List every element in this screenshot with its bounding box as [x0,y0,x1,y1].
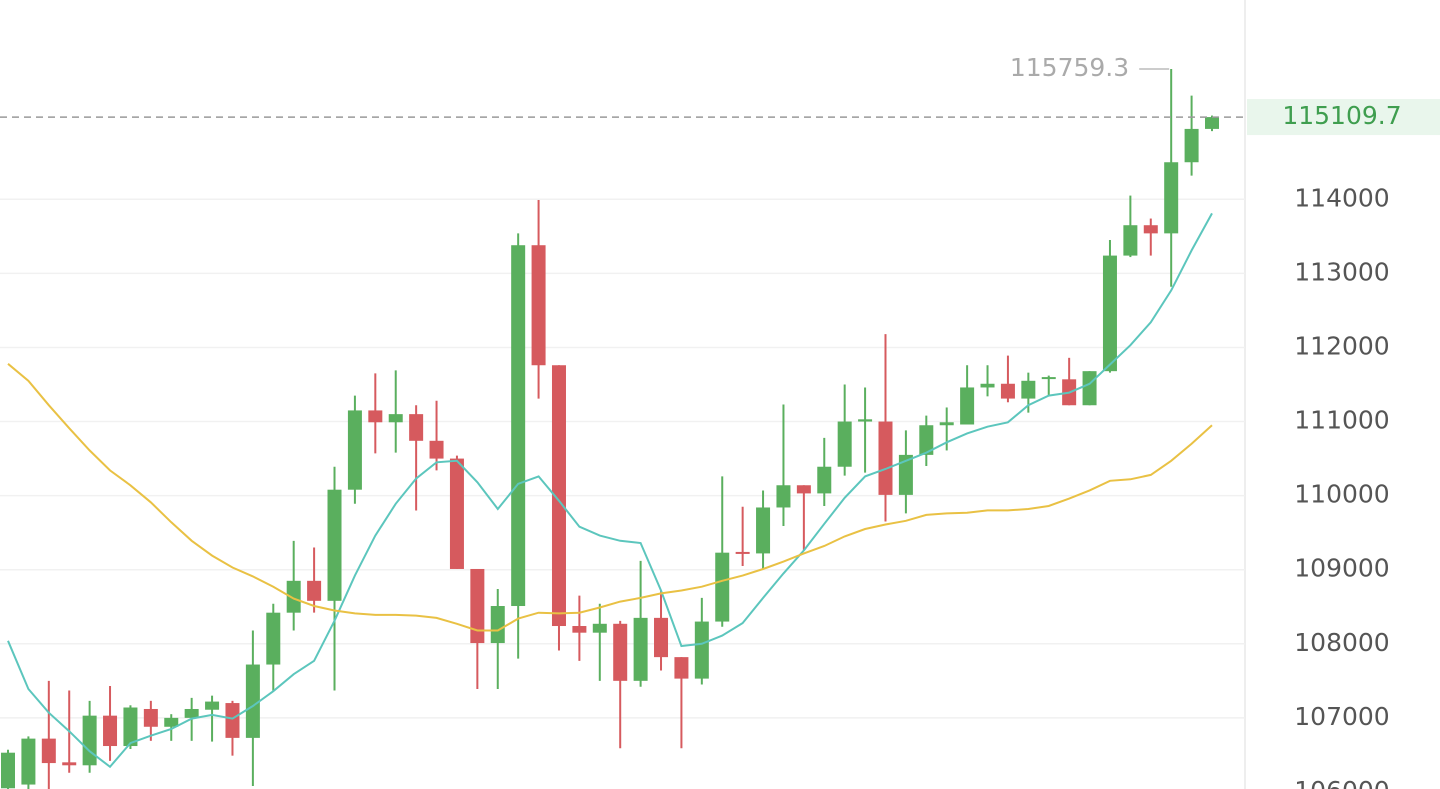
candle-body [429,440,444,459]
candle-body [735,551,750,554]
candle-body [531,245,546,366]
candle-body [715,552,730,622]
y-tick-label: 114000 [1294,183,1389,212]
candle-body [511,245,526,607]
y-tick-label: 110000 [1294,480,1389,509]
candle-body [592,623,607,633]
candle-body [1082,371,1097,406]
candle-body [41,738,56,764]
candle-body [898,454,913,495]
candle-body [1,752,15,789]
candle-body [21,738,36,785]
y-tick-label: 111000 [1294,406,1389,435]
candle-body [837,421,852,467]
candle-body [980,383,995,388]
candle-body [776,485,791,508]
candle-body [858,419,873,422]
last-price-bg [1247,99,1440,136]
candle-body [327,489,342,601]
candle-body [266,612,281,665]
y-tick-label: 113000 [1294,257,1389,286]
candle-body [490,606,505,644]
candle-body [572,626,587,633]
candle-body [654,617,669,658]
y-tick-label: 109000 [1294,554,1389,583]
candle-body [123,707,138,747]
y-tick-label: 112000 [1294,331,1389,360]
candle-body [307,580,322,601]
candle-body [388,414,403,423]
candle-body [1205,117,1219,129]
candle-body [796,485,811,494]
candle-body [1102,255,1117,372]
labels: 106000 107000 108000 109000 110000 111000 1120… [0,53,1440,789]
candle-body [1123,225,1138,256]
candle-body [347,410,362,490]
candle-body [878,421,893,495]
candle-body [919,425,934,455]
y-tick-label: 107000 [1294,702,1389,731]
candle-body [1143,225,1158,234]
candle-body [225,703,240,738]
candle-body [164,717,179,727]
candle-body [245,664,260,738]
grid [0,198,1245,719]
ma-line [7,212,1213,769]
y-tick-label: 106000 [1294,776,1389,789]
candle-body [1021,380,1036,399]
last-price-label: 115109.7 [1282,101,1401,130]
candle-body [960,387,975,425]
candle-body [1184,128,1199,163]
candle-body [286,580,301,613]
candle-body [633,617,648,681]
candle-body [449,458,464,569]
candle-body [551,365,566,627]
candle-body [184,708,199,718]
candle-body [409,414,424,441]
ma-line [7,363,1213,632]
y-tick-label: 108000 [1294,628,1389,657]
candle-body [674,657,689,679]
candle-body [82,715,97,766]
candle-body [368,410,383,423]
candle-body [62,762,77,766]
candle-body [694,621,709,679]
candle-body [756,507,771,554]
candle-body [613,623,628,681]
candle-body [939,422,954,426]
candle-body [470,568,485,644]
candle-body [1041,377,1056,380]
candle-body [1164,162,1179,234]
candle-body [103,715,118,747]
candle-body [1000,383,1015,399]
candle-body [205,701,220,710]
candle-body [817,466,832,494]
plot-area [1,68,1219,789]
max-label: 115759.3 [1010,53,1129,82]
candle-body [143,708,158,727]
